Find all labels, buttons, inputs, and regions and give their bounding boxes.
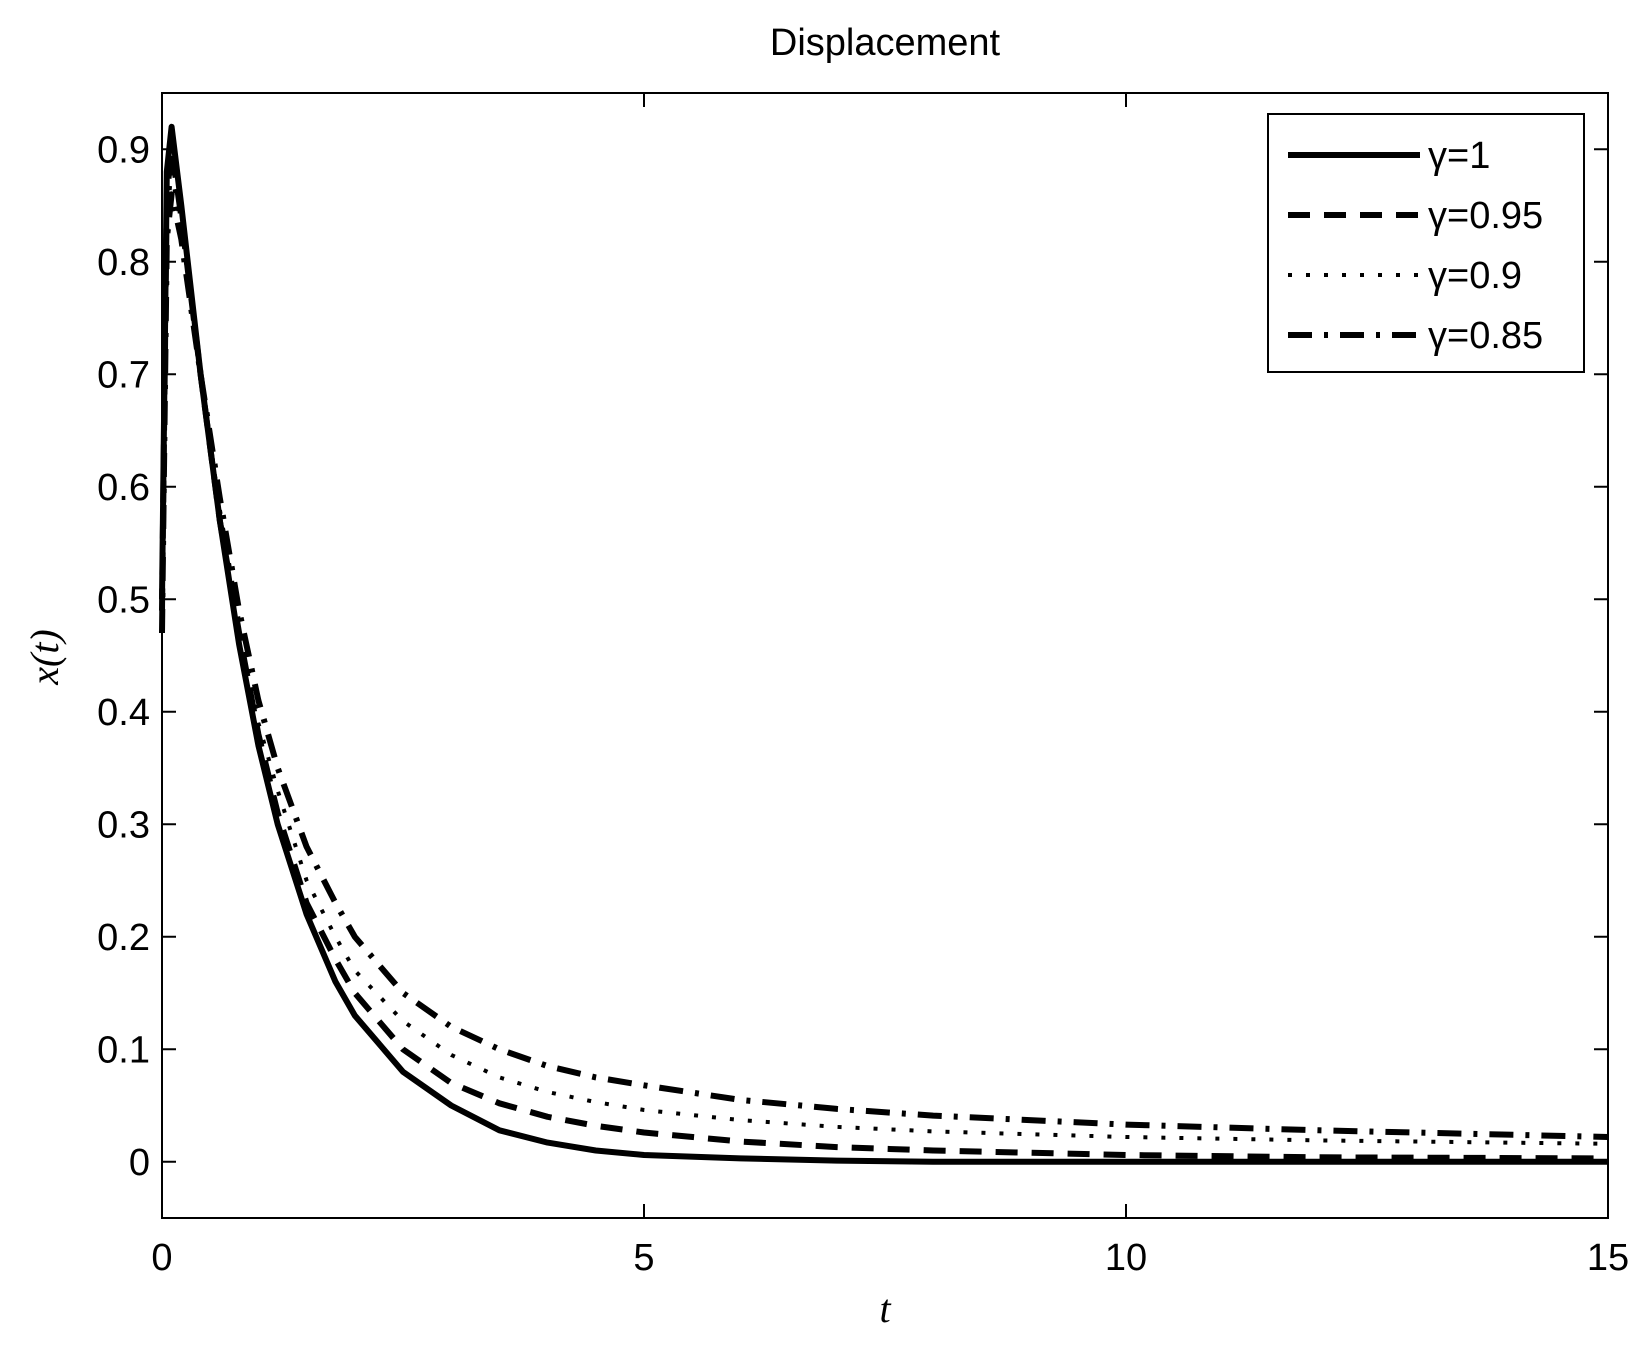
y-axis-label: x(t) [22, 629, 67, 686]
legend-label-4: γ=0.85 [1428, 315, 1543, 357]
series-line-4 [159, 191, 1609, 1140]
y-tick-label: 0 [129, 1142, 150, 1184]
x-tick-label: 10 [1105, 1237, 1147, 1279]
y-tick-label: 0.9 [97, 129, 150, 171]
y-tick-label: 0.8 [97, 242, 150, 284]
plot-frame [161, 92, 1609, 1219]
series-layer [159, 123, 1609, 1165]
y-tick-label: 0.6 [97, 467, 150, 509]
x-tick-label: 15 [1587, 1237, 1629, 1279]
ticks-layer: 0 5 10 15 0 0.1 0.2 0.3 0.4 0.5 0.6 0.7 0.8 0.9 [97, 93, 1629, 1279]
y-tick-label: 0.7 [97, 354, 150, 396]
legend-label-2: γ=0.95 [1428, 195, 1543, 237]
x-tick-label: 5 [633, 1237, 654, 1279]
legend: γ=1 γ=0.95 γ=0.9 γ=0.85 [1267, 113, 1585, 373]
legend-label-1: γ=1 [1428, 135, 1490, 177]
y-tick-label: 0.2 [97, 917, 150, 959]
y-tick-label: 0.4 [97, 692, 150, 734]
y-tick-label: 0.1 [97, 1029, 150, 1071]
x-tick-label: 0 [151, 1237, 172, 1279]
series-line-3 [160, 169, 1609, 1146]
x-axis-label: t [879, 1286, 891, 1331]
y-tick-label: 0.3 [97, 804, 150, 846]
legend-entries: γ=1 γ=0.95 γ=0.9 γ=0.85 [1288, 135, 1543, 357]
chart-title: Displacement [770, 22, 1001, 64]
legend-label-3: γ=0.9 [1428, 255, 1522, 297]
y-tick-label: 0.5 [97, 579, 150, 621]
